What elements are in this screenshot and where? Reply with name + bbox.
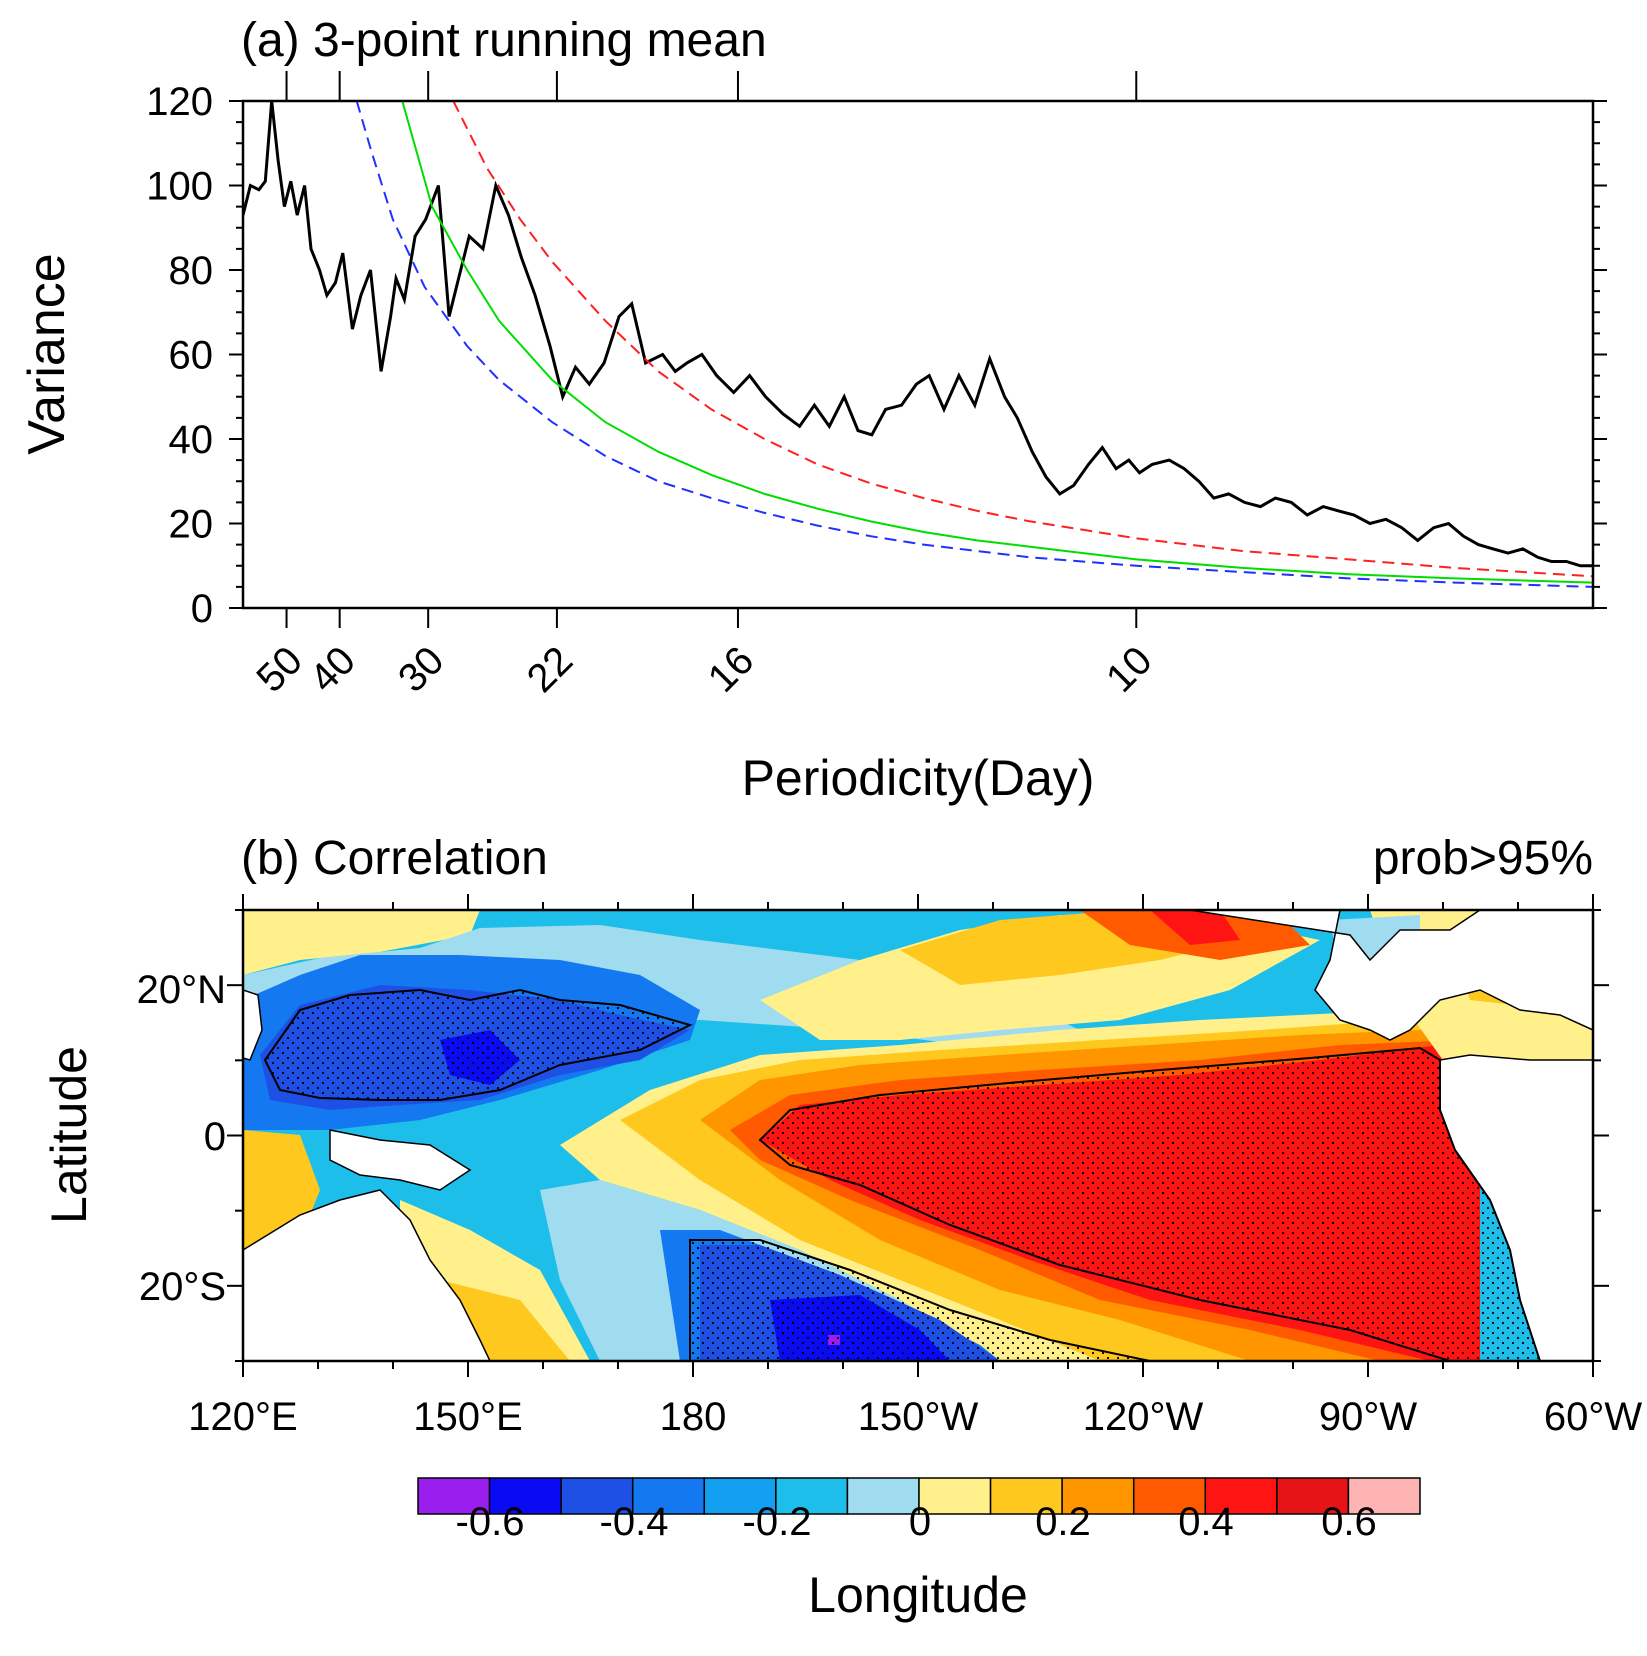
colorbar-swatch (1204, 1477, 1278, 1515)
colorbar-label-04: 0.4 (1178, 1500, 1234, 1544)
x-tick-150e: 150°E (413, 1395, 522, 1439)
series-5-confidence (355, 101, 1593, 588)
panel-b-title: (b) Correlation (241, 832, 548, 885)
x-tick-180: 180 (660, 1395, 727, 1439)
panel-b-correlation-map: (b) Correlation prob>95% (41, 832, 1642, 1623)
colorbar-label-0: 0 (909, 1500, 931, 1544)
y-tick-label: 120 (146, 80, 213, 124)
x-tick-120e: 120°E (188, 1395, 297, 1439)
panel-a-y-axis-label: Variance (18, 253, 76, 454)
panel-b-frame (241, 908, 1595, 1363)
region-nw-warm (243, 910, 480, 975)
colorbar-swatch (1061, 1477, 1135, 1515)
y-tick-label: 40 (169, 418, 214, 462)
panel-b-x-axis-label: Longitude (808, 1567, 1028, 1623)
panel-b-x-tick-labels: 120°E 150°E 180 150°W 120°W 90°W 60°W (188, 1395, 1642, 1439)
colorbar-swatch (560, 1477, 634, 1515)
panel-a-series (243, 101, 1593, 588)
colorbar-swatch (1276, 1477, 1350, 1515)
significance-south-pacific (689, 1239, 1151, 1361)
x-tick-60w: 60°W (1544, 1395, 1642, 1439)
y-tick-label: 60 (169, 334, 214, 378)
panel-a-spectrum: (a) 3-point running mean 0 20 40 60 80 100 120… (18, 14, 1607, 806)
y-tick-20n: 20°N (137, 968, 226, 1012)
panel-b-y-tick-labels: 20°N 0 20°S (137, 968, 226, 1309)
colorbar-label-neg04: -0.4 (600, 1500, 669, 1544)
colorbar-label-neg02: -0.2 (743, 1500, 812, 1544)
panel-a-title: (a) 3-point running mean (241, 14, 767, 67)
panel-a-x-tick-labels: 5040302216106 (248, 638, 1161, 701)
y-tick-label: 0 (191, 587, 213, 631)
land-north-america (1189, 910, 1593, 1041)
y-tick-label: 100 (146, 165, 213, 209)
x-tick-label: 30 (390, 638, 453, 701)
colorbar-swatch (703, 1477, 777, 1515)
significance-west-pacific (263, 988, 693, 1101)
panel-a-x-axis-label: Periodicity(Day) (742, 750, 1095, 806)
x-tick-label: 10 (1098, 638, 1161, 701)
series-red-noise-spectrum (401, 101, 1593, 584)
x-tick-label: 22 (519, 638, 582, 701)
x-tick-90w: 90°W (1319, 1395, 1417, 1439)
x-tick-label: 16 (700, 638, 763, 701)
panel-a-y-tick-labels: 0 20 40 60 80 100 120 (146, 80, 213, 631)
colorbar-label-06: 0.6 (1321, 1500, 1377, 1544)
land-australia (243, 1189, 491, 1361)
series-95-confidence (452, 101, 1593, 578)
significance-east-pacific (758, 1046, 1542, 1361)
panel-a-frame (241, 99, 1595, 610)
panel-b-annotation: prob>95% (1373, 832, 1593, 885)
y-tick-0: 0 (204, 1115, 226, 1159)
colorbar-swatch (775, 1477, 849, 1515)
colorbar-swatch (1347, 1477, 1421, 1515)
colorbar (417, 1477, 1421, 1515)
series-power-spectrum (243, 101, 1593, 568)
colorbar-swatch (918, 1477, 992, 1515)
y-tick-label: 20 (169, 503, 214, 547)
region-ne-deepred (1150, 910, 1240, 945)
x-tick-150w: 150°W (858, 1395, 979, 1439)
panel-a-ticks (229, 71, 1607, 628)
colorbar-swatch (1132, 1477, 1207, 1515)
land-new-guinea (329, 1129, 472, 1191)
x-tick-label: 40 (301, 638, 364, 701)
land-asia-philippines (243, 989, 263, 1061)
colorbar-swatch (488, 1477, 562, 1515)
panel-b-ticks (227, 894, 1609, 1377)
colorbar-labels: -0.6 -0.4 -0.2 0 0.2 0.4 0.6 (456, 1500, 1377, 1544)
correlation-field (243, 910, 1593, 1361)
panel-b-y-axis-label: Latitude (41, 1046, 97, 1224)
x-tick-120w: 120°W (1083, 1395, 1204, 1439)
colorbar-label-neg06: -0.6 (456, 1500, 525, 1544)
y-tick-label: 80 (169, 249, 214, 293)
colorbar-label-02: 0.2 (1035, 1500, 1091, 1544)
y-tick-20s: 20°S (139, 1265, 226, 1309)
